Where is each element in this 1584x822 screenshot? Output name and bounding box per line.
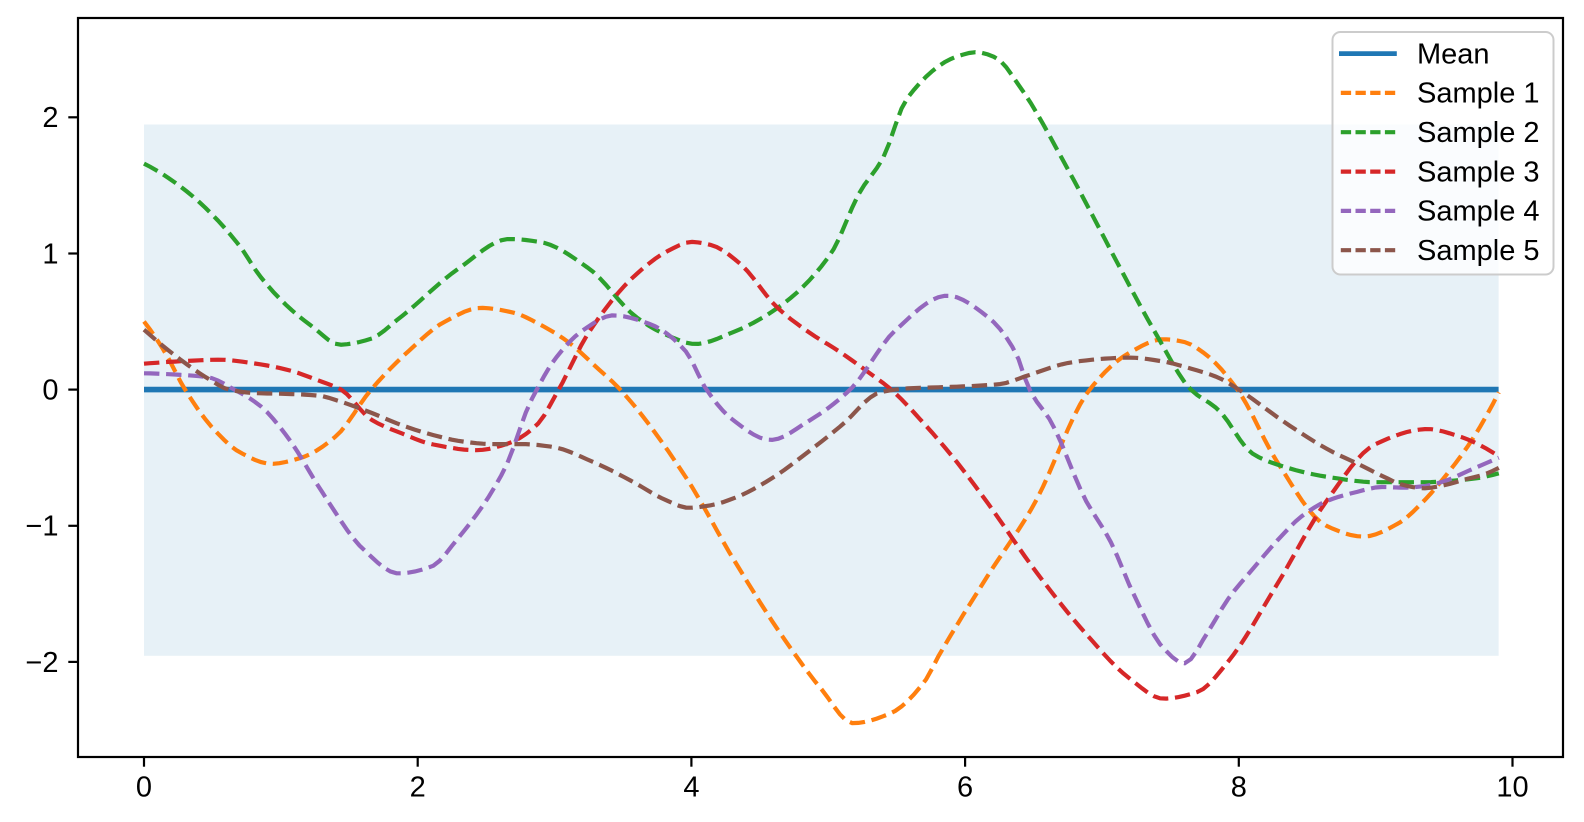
svg-text:6: 6 [957,772,973,804]
svg-text:4: 4 [683,772,699,804]
svg-text:10: 10 [1496,772,1528,804]
svg-text:−2: −2 [25,647,58,679]
svg-text:2: 2 [42,102,58,134]
svg-text:Sample 1: Sample 1 [1417,78,1540,110]
svg-text:Sample 3: Sample 3 [1417,156,1540,188]
svg-text:0: 0 [42,375,58,407]
svg-text:Sample 2: Sample 2 [1417,117,1540,149]
svg-text:1: 1 [42,238,58,270]
svg-text:Sample 4: Sample 4 [1417,196,1540,228]
svg-text:−1: −1 [25,511,58,543]
svg-text:Mean: Mean [1417,38,1490,70]
svg-text:8: 8 [1231,772,1247,804]
svg-text:0: 0 [136,772,152,804]
svg-text:2: 2 [410,772,426,804]
svg-text:Sample 5: Sample 5 [1417,235,1540,267]
